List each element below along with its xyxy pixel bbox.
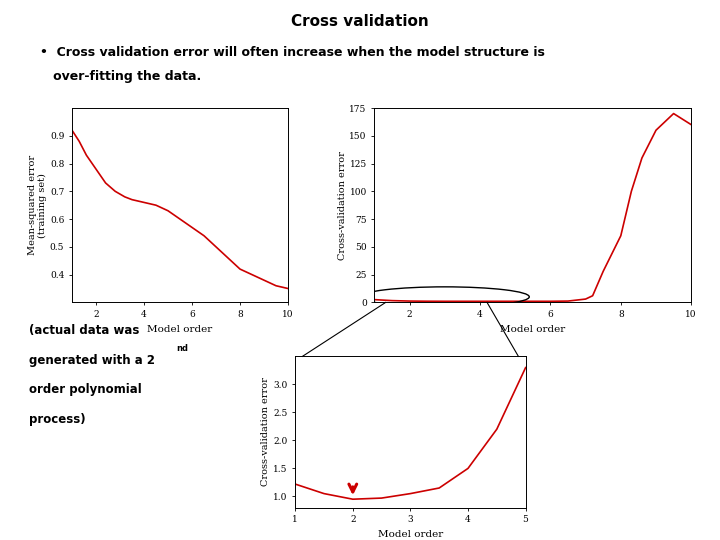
Text: •  Cross validation error will often increase when the model structure is: • Cross validation error will often incr… <box>40 46 544 59</box>
Text: process): process) <box>29 413 86 426</box>
Y-axis label: Cross-validation error: Cross-validation error <box>338 151 346 260</box>
Text: Cross validation: Cross validation <box>291 14 429 29</box>
X-axis label: Model order: Model order <box>148 325 212 334</box>
Y-axis label: Cross-validation error: Cross-validation error <box>261 377 270 487</box>
X-axis label: Model order: Model order <box>378 530 443 539</box>
Text: (actual data was: (actual data was <box>29 324 139 337</box>
Text: order polynomial: order polynomial <box>29 383 142 396</box>
Y-axis label: Mean-squared error
(training set): Mean-squared error (training set) <box>27 155 47 255</box>
X-axis label: Model order: Model order <box>500 325 565 334</box>
Text: over-fitting the data.: over-fitting the data. <box>40 70 201 83</box>
Text: nd: nd <box>176 344 189 353</box>
Text: generated with a 2: generated with a 2 <box>29 354 155 367</box>
